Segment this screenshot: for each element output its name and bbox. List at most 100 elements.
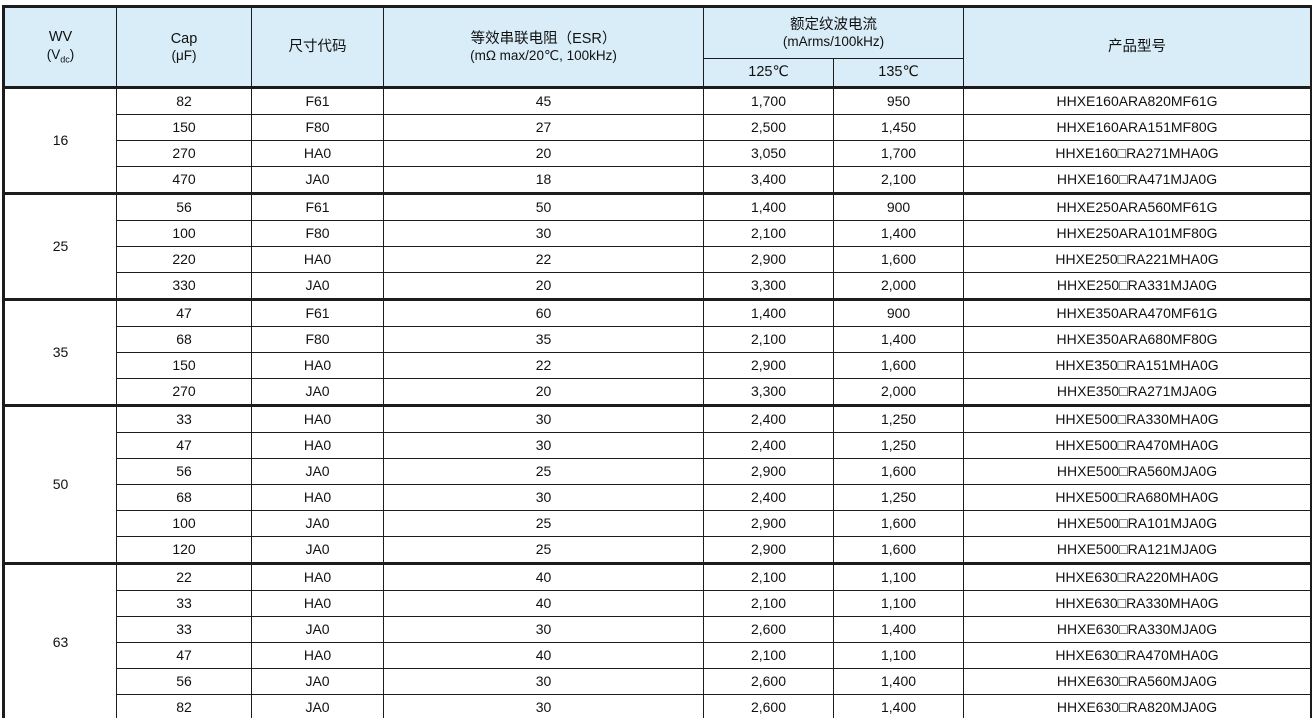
- size-code-cell: HA0: [251, 246, 384, 273]
- wv-cell: 35: [3, 299, 117, 406]
- size-code-cell: JA0: [251, 616, 384, 643]
- part-number-cell: HHXE630□RA220MHA0G: [963, 563, 1312, 591]
- esr-cell: 27: [383, 114, 704, 141]
- table-row: 33 HA0 40 2,100 1,100 HHXE630□RA330MHA0G: [4, 590, 1312, 617]
- ripple-125-cell: 2,900: [703, 246, 834, 273]
- size-code-cell: F80: [251, 220, 384, 247]
- cap-cell: 150: [116, 114, 252, 141]
- header-wv-label: WV: [48, 29, 73, 46]
- esr-cell: 20: [383, 140, 704, 167]
- table-row: 330 JA0 20 3,300 2,000 HHXE250□RA331MJA0G: [4, 272, 1312, 300]
- size-code-cell: HA0: [251, 590, 384, 617]
- ripple-135-cell: 1,400: [832, 668, 965, 695]
- table-row: 220 HA0 22 2,900 1,600 HHXE250□RA221MHA0G: [4, 246, 1312, 273]
- size-code-cell: JA0: [251, 458, 384, 485]
- esr-cell: 40: [383, 590, 704, 617]
- table-row: 47 HA0 40 2,100 1,100 HHXE630□RA470MHA0G: [4, 642, 1312, 669]
- cap-cell: 33: [116, 590, 252, 617]
- esr-cell: 35: [383, 326, 704, 353]
- cap-cell: 47: [116, 432, 252, 459]
- cap-cell: 47: [116, 642, 252, 669]
- part-number-cell: HHXE160□RA471MJA0G: [963, 166, 1312, 194]
- cap-cell: 120: [116, 536, 252, 564]
- ripple-125-cell: 2,600: [703, 668, 834, 695]
- cap-cell: 220: [116, 246, 252, 273]
- size-code-cell: HA0: [251, 432, 384, 459]
- ripple-125-cell: 2,900: [703, 458, 834, 485]
- size-code-cell: F61: [251, 87, 384, 115]
- table-row: 68 F80 35 2,100 1,400 HHXE350ARA680MF80G: [4, 326, 1312, 353]
- header-temp-135: 135℃: [832, 58, 965, 88]
- ripple-125-cell: 2,400: [703, 405, 834, 433]
- header-size-code: 尺寸代码: [251, 6, 384, 88]
- esr-cell: 45: [383, 87, 704, 115]
- ripple-135-cell: 1,600: [832, 536, 965, 564]
- part-number-cell: HHXE500□RA680MHA0G: [963, 484, 1312, 511]
- ripple-125-cell: 2,100: [703, 642, 834, 669]
- cap-cell: 150: [116, 352, 252, 379]
- esr-cell: 40: [383, 642, 704, 669]
- voltage-group-16: 16 82 F61 45 1,700 950 HHXE160ARA820MF61G 150 F8…: [3, 87, 1312, 194]
- header-temp-125: 125℃: [703, 58, 834, 88]
- ripple-135-cell: 900: [832, 299, 965, 327]
- part-number-cell: HHXE250□RA221MHA0G: [963, 246, 1312, 273]
- esr-cell: 22: [383, 246, 704, 273]
- ripple-135-cell: 900: [832, 193, 965, 221]
- size-code-cell: HA0: [251, 140, 384, 167]
- ripple-135-cell: 950: [832, 87, 965, 115]
- esr-cell: 30: [383, 616, 704, 643]
- part-number-cell: HHXE630□RA820MJA0G: [963, 694, 1312, 718]
- part-number-cell: HHXE500□RA330MHA0G: [963, 405, 1312, 433]
- table-row: 35 47 F61 60 1,400 900 HHXE350ARA470MF61G: [3, 299, 1312, 406]
- ripple-125-cell: 2,900: [703, 536, 834, 564]
- ripple-125-cell: 2,900: [703, 352, 834, 379]
- ripple-135-cell: 1,700: [832, 140, 965, 167]
- size-code-cell: JA0: [251, 668, 384, 695]
- part-number-cell: HHXE500□RA560MJA0G: [963, 458, 1312, 485]
- size-code-cell: F61: [251, 299, 384, 327]
- ripple-125-cell: 2,400: [703, 484, 834, 511]
- ripple-125-cell: 2,900: [703, 510, 834, 537]
- size-code-cell: F80: [251, 326, 384, 353]
- cap-cell: 68: [116, 484, 252, 511]
- ripple-135-cell: 1,100: [832, 590, 965, 617]
- table-row: 63 22 HA0 40 2,100 1,100 HHXE630□RA220MHA0G: [3, 563, 1312, 718]
- size-code-cell: JA0: [251, 536, 384, 564]
- ripple-125-cell: 1,400: [703, 193, 834, 221]
- esr-cell: 50: [383, 193, 704, 221]
- ripple-135-cell: 1,400: [832, 220, 965, 247]
- ripple-125-cell: 3,300: [703, 378, 834, 406]
- esr-cell: 22: [383, 352, 704, 379]
- ripple-125-cell: 2,100: [703, 563, 834, 591]
- table-row: 100 JA0 25 2,900 1,600 HHXE500□RA101MJA0G: [4, 510, 1312, 537]
- table-row: 16 82 F61 45 1,700 950 HHXE160ARA820MF61G: [3, 87, 1312, 194]
- cap-cell: 56: [116, 668, 252, 695]
- cap-cell: 47: [116, 299, 252, 327]
- header-esr-conditions: (mΩ max/20℃, 100kHz): [470, 47, 617, 63]
- table-row: 120 JA0 25 2,900 1,600 HHXE500□RA121MJA0G: [4, 536, 1312, 564]
- table-row: 82 JA0 30 2,600 1,400 HHXE630□RA820MJA0G: [4, 694, 1312, 718]
- size-code-cell: F80: [251, 114, 384, 141]
- table-row: 270 HA0 20 3,050 1,700 HHXE160□RA271MHA0G: [4, 140, 1312, 167]
- part-number-cell: HHXE160□RA271MHA0G: [963, 140, 1312, 167]
- part-number-cell: HHXE630□RA560MJA0G: [963, 668, 1312, 695]
- ripple-135-cell: 2,100: [832, 166, 965, 194]
- part-number-cell: HHXE160ARA820MF61G: [963, 87, 1312, 115]
- esr-cell: 30: [383, 220, 704, 247]
- header-ripple-unit: (mArms/100kHz): [782, 33, 885, 49]
- esr-cell: 25: [383, 536, 704, 564]
- ripple-125-cell: 3,300: [703, 272, 834, 300]
- ripple-135-cell: 1,600: [832, 246, 965, 273]
- cap-cell: 470: [116, 166, 252, 194]
- ripple-125-cell: 2,100: [703, 590, 834, 617]
- ripple-135-cell: 1,400: [832, 616, 965, 643]
- esr-cell: 60: [383, 299, 704, 327]
- ripple-125-cell: 1,700: [703, 87, 834, 115]
- ripple-135-cell: 1,400: [832, 694, 965, 718]
- voltage-group-63: 63 22 HA0 40 2,100 1,100 HHXE630□RA220MHA0G 33 H…: [3, 563, 1312, 718]
- table-row: 270 JA0 20 3,300 2,000 HHXE350□RA271MJA0G: [4, 378, 1312, 406]
- esr-cell: 30: [383, 405, 704, 433]
- ripple-135-cell: 1,250: [832, 405, 965, 433]
- cap-cell: 56: [116, 458, 252, 485]
- size-code-cell: HA0: [251, 484, 384, 511]
